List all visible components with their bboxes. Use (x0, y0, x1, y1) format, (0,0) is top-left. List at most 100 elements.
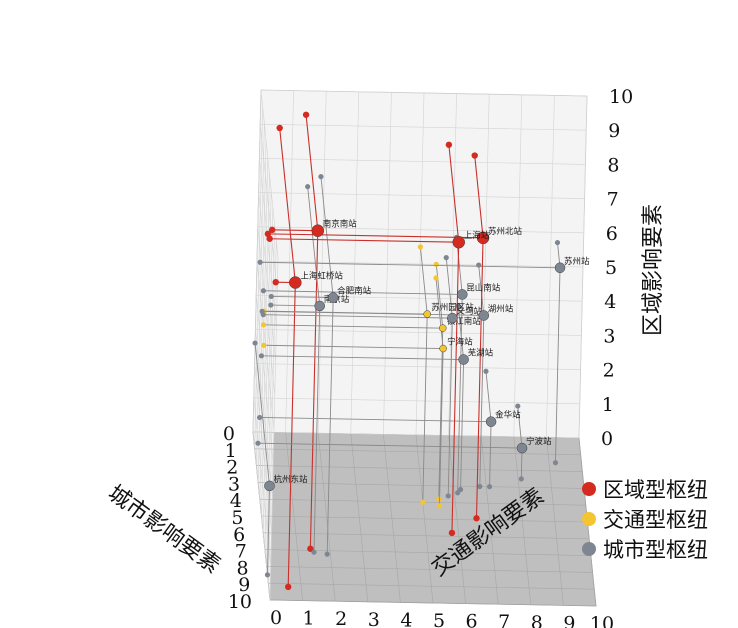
projection-marker (448, 529, 456, 537)
point-label: 镇江南站 (447, 316, 482, 327)
gridline (415, 434, 434, 604)
projection-line (475, 237, 484, 519)
projection-line (445, 257, 453, 319)
tick-label-city: 1 (225, 440, 237, 462)
gridline (513, 436, 532, 605)
point-marker (264, 480, 275, 492)
projection-line (326, 297, 334, 555)
point-marker (423, 310, 431, 318)
projection-line (474, 155, 484, 238)
projection-line (269, 238, 459, 243)
tick-label-city: 8 (237, 557, 249, 579)
tick-label-city: 2 (226, 457, 238, 479)
gridline (259, 158, 277, 327)
projection-marker (473, 515, 480, 522)
projection-marker (486, 484, 493, 490)
legend-marker-city (582, 542, 596, 556)
projection-line (555, 267, 561, 463)
axis-title-region: 区域影响要素 (641, 204, 666, 336)
projection-line (259, 416, 492, 423)
tick-label-region: 0 (601, 428, 613, 450)
projection-line (489, 421, 492, 487)
projection-marker (257, 414, 263, 421)
projection-marker (264, 572, 271, 578)
point-marker (516, 442, 528, 454)
legend-label-traffic: 交通型枢纽 (603, 508, 708, 532)
gridline (448, 93, 457, 436)
tick-label-city: 4 (230, 490, 242, 512)
projection-line (263, 290, 463, 295)
gridline (258, 192, 276, 361)
projection-marker (307, 545, 314, 552)
point-label: 义乌站 (456, 306, 482, 317)
projection-marker (260, 288, 267, 294)
projection-marker (305, 184, 311, 190)
tick-label-city: 0 (223, 423, 235, 445)
projection-marker (515, 403, 521, 409)
projection-line (419, 246, 428, 315)
projection-line (435, 277, 444, 349)
projection-marker (252, 340, 258, 346)
projection-line (313, 305, 321, 553)
gridline (546, 437, 564, 606)
tick-label-region: 1 (602, 394, 614, 416)
point-label: 上海站 (464, 230, 490, 241)
point-label: 苏州北站 (488, 226, 523, 237)
projection-marker (476, 262, 482, 268)
projection-line (267, 485, 270, 575)
projection-marker (436, 503, 443, 509)
gridline (269, 599, 597, 607)
gridline (268, 241, 277, 584)
tick-label-city: 10 (228, 591, 252, 613)
legend-marker-region (582, 482, 596, 496)
point-label: 宁海站 (447, 337, 473, 348)
projection-line (267, 233, 484, 239)
projection-marker (255, 440, 261, 446)
projection-marker (445, 493, 451, 499)
gridline (263, 532, 590, 540)
chart-grid (252, 89, 597, 607)
projection-line (279, 127, 296, 283)
projection-marker (260, 322, 267, 328)
chart-legend: 区域型枢纽 交通型枢纽 城市型枢纽 (582, 478, 708, 562)
gridline (260, 89, 588, 97)
tick-label-region: 9 (608, 120, 620, 142)
point-label: 苏州站 (564, 256, 590, 267)
chart-points: 南京南站杭州东站南京站苏州园区站合肥南站镇江南站义乌站芜湖站昆山南站宁海站上海虹… (264, 219, 590, 492)
projection-line (451, 242, 460, 533)
point-marker (439, 324, 447, 332)
projection-line (320, 176, 334, 298)
legend-label-city: 城市型枢纽 (603, 538, 708, 562)
projection-marker (311, 549, 317, 555)
tick-label-region: 7 (607, 189, 619, 211)
gridline (262, 190, 272, 533)
gridline (480, 436, 499, 605)
point-label: 南京南站 (323, 219, 358, 230)
gridline (513, 94, 523, 437)
gridline (578, 95, 588, 439)
gridline (264, 549, 591, 556)
projection-line (438, 348, 444, 506)
gridline (260, 123, 587, 131)
point-marker (327, 292, 339, 303)
gridline (256, 260, 584, 268)
projection-marker (268, 226, 276, 234)
projection-marker (433, 275, 439, 281)
tick-label-region: 2 (603, 360, 615, 382)
tick-label-city: 7 (235, 541, 247, 563)
projection-marker (264, 230, 272, 238)
point-label: 金华站 (495, 410, 521, 421)
point-marker (439, 344, 447, 353)
projection-marker (552, 460, 559, 466)
gridline (258, 192, 585, 199)
tick-label-traffic: 10 (590, 613, 614, 628)
tick-label-traffic: 9 (563, 612, 575, 628)
tick-label-traffic: 2 (335, 608, 347, 628)
projection-line (272, 229, 318, 232)
point-marker (289, 276, 302, 289)
gridline (264, 207, 274, 550)
tick-label-region: 4 (604, 291, 616, 313)
projection-line (271, 296, 334, 299)
tick-label-traffic: 8 (531, 612, 543, 628)
point-label: 杭州东站 (274, 474, 309, 485)
